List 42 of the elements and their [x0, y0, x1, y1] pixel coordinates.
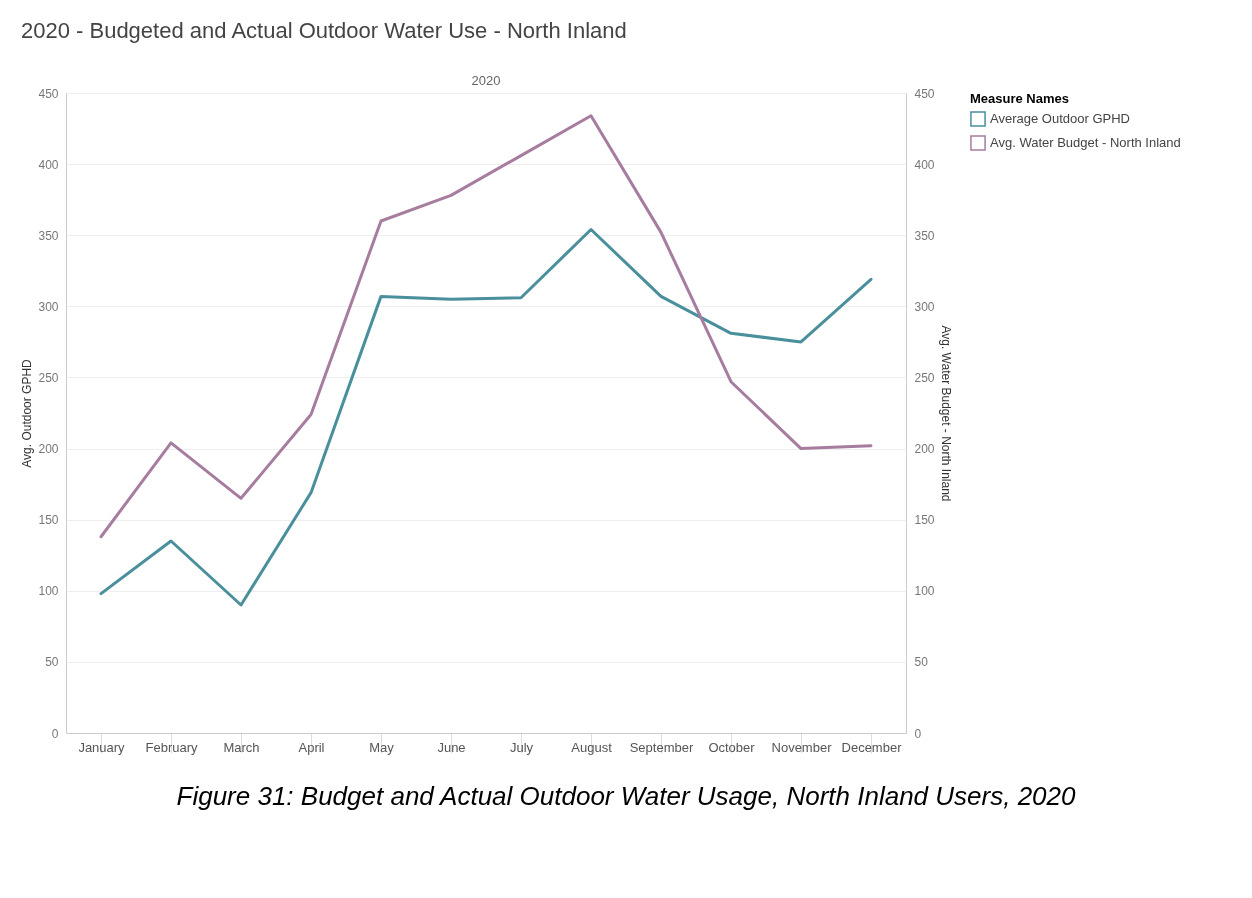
x-tick-label: November: [771, 739, 833, 755]
x-tick-label: February: [145, 739, 198, 755]
y-tick-label: 350: [38, 228, 59, 243]
y-tick-label: 50: [45, 655, 59, 670]
y-tick-label: 300: [38, 299, 59, 314]
line-series: [99, 114, 873, 539]
y2-tick-label: 150: [914, 513, 935, 528]
y2-tick-label: 300: [914, 299, 935, 314]
y2-tick-label: 50: [914, 655, 929, 670]
y-tick-label: 100: [38, 584, 59, 599]
y-axis-title: Avg. Outdoor GPHD: [20, 358, 35, 468]
y2-tick-label: 100: [914, 584, 935, 599]
y-tick-label: 0: [51, 726, 59, 741]
chart-subtitle: 2020: [471, 73, 501, 88]
legend-label: Average Outdoor GPHD: [990, 111, 1130, 126]
caption: Figure 31: Budget and Actual Outdoor Water Usage, North Inland Users, 2020: [175, 780, 1077, 813]
y-tick-label: 450: [38, 86, 59, 101]
x-tick-label: August: [571, 739, 613, 755]
y-tick-label: 150: [38, 513, 59, 528]
y2-axis-title: Avg. Water Budget - North Inland: [938, 325, 953, 502]
line-series: [99, 228, 873, 607]
x-tick-label: April: [298, 739, 325, 755]
chart-title: 2020 - Budgeted and Actual Outdoor Water Use - North Inland: [20, 18, 627, 43]
x-tick-label: July: [509, 739, 534, 755]
x-tick-label: October: [708, 739, 756, 755]
y2-tick-label: 200: [914, 442, 935, 457]
y-tick-label: 400: [38, 157, 59, 172]
x-tick-label: June: [437, 739, 466, 755]
y2-tick-label: 400: [914, 157, 935, 172]
y2-tick-label: 350: [914, 228, 935, 243]
y2-tick-label: 0: [914, 726, 922, 741]
x-tick-label: March: [223, 739, 260, 755]
y2-tick-label: 450: [914, 86, 935, 101]
x-tick-label: January: [78, 739, 126, 755]
x-tick-label: December: [841, 739, 903, 755]
x-tick-label: September: [629, 739, 694, 755]
y2-tick-label: 250: [914, 370, 935, 385]
legend-title: Measure Names: [970, 91, 1069, 106]
legend-label: Avg. Water Budget - North Inland: [990, 135, 1181, 150]
x-tick-label: May: [369, 739, 395, 755]
y-tick-label: 200: [38, 442, 59, 457]
y-tick-label: 250: [38, 370, 59, 385]
